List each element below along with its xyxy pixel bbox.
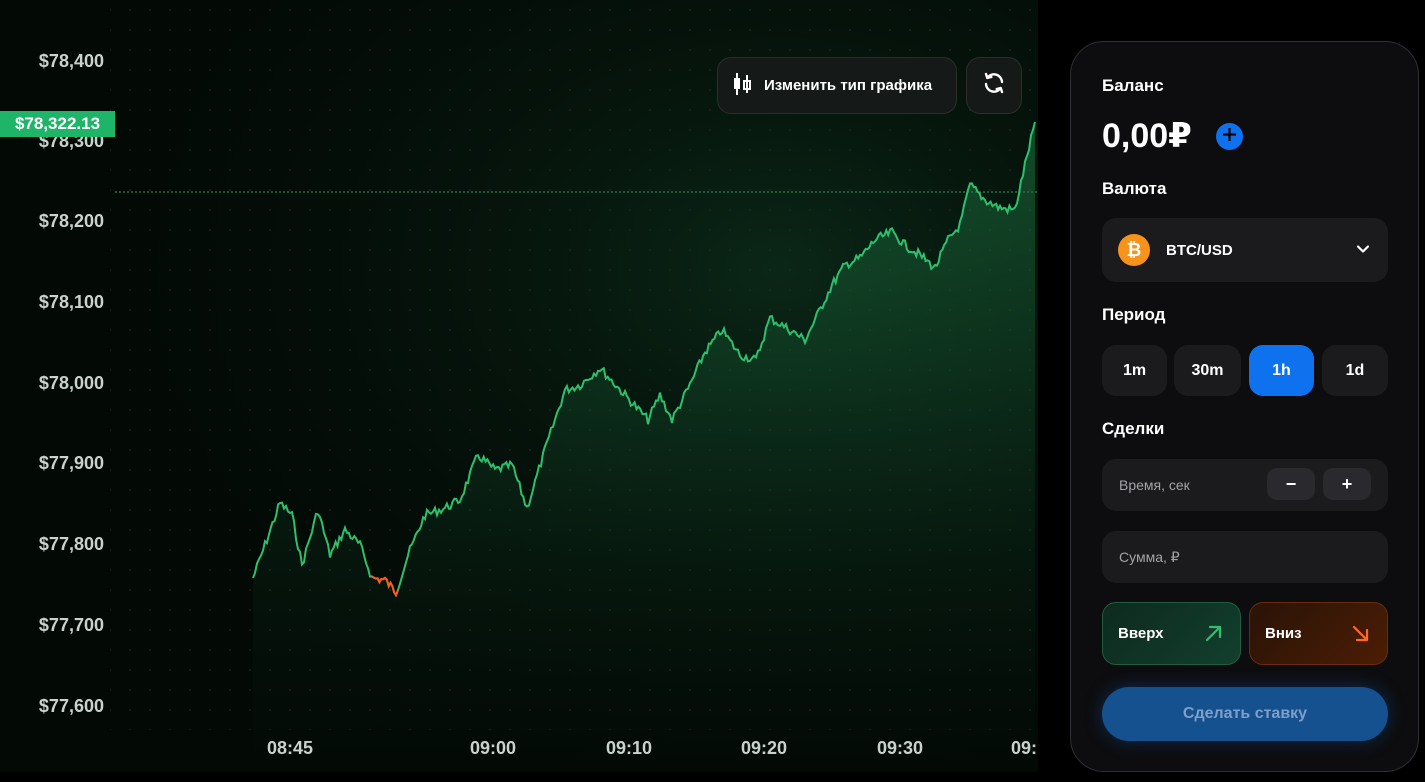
bet-down-label: Вниз bbox=[1265, 625, 1302, 642]
period-label: Период bbox=[1102, 305, 1166, 324]
y-axis-label: $78,100 bbox=[38, 292, 104, 312]
time-field-placeholder: Время, сек bbox=[1119, 477, 1190, 493]
x-axis-label: 09:30 bbox=[876, 738, 924, 758]
period-1m-button[interactable]: 1m bbox=[1102, 345, 1167, 396]
deals-label: Сделки bbox=[1102, 419, 1165, 438]
balance-label: Баланс bbox=[1102, 76, 1164, 95]
y-axis-label: $78,200 bbox=[38, 211, 104, 231]
x-axis-label: 09: bbox=[1010, 738, 1038, 758]
price-line-down-segment bbox=[371, 575, 399, 598]
change-chart-type-label: Изменить тип графика bbox=[764, 77, 933, 94]
time-field[interactable]: Время, сек − + bbox=[1102, 459, 1388, 511]
trade-panel: Баланс 0,00₽ Валюта ₿ BTC/USD Период 1m … bbox=[1070, 41, 1419, 772]
change-chart-type-button[interactable]: Изменить тип графика bbox=[717, 57, 957, 114]
x-axis-label: 09:20 bbox=[740, 738, 788, 758]
bitcoin-icon: ₿ bbox=[1118, 234, 1150, 266]
currency-select[interactable]: ₿ BTC/USD bbox=[1102, 218, 1388, 282]
currency-label: Валюта bbox=[1102, 179, 1167, 198]
x-axis-label: 08:45 bbox=[266, 738, 314, 758]
arrow-up-right-icon bbox=[1205, 625, 1222, 646]
arrow-down-right-icon bbox=[1352, 625, 1369, 646]
amount-field-placeholder: Сумма, ₽ bbox=[1119, 549, 1180, 565]
time-increase-button[interactable]: + bbox=[1323, 468, 1371, 500]
current-price-badge: $78,322.13 bbox=[0, 111, 115, 137]
currency-value: BTC/USD bbox=[1166, 241, 1233, 259]
bet-up-button[interactable]: Вверх bbox=[1102, 602, 1241, 665]
price-area-fill bbox=[253, 122, 1035, 772]
plus-icon bbox=[1222, 127, 1237, 147]
y-axis-label: $77,700 bbox=[38, 615, 104, 635]
time-decrease-button[interactable]: − bbox=[1267, 468, 1315, 500]
add-balance-button[interactable] bbox=[1216, 123, 1243, 150]
balance-value: 0,00₽ bbox=[1102, 117, 1192, 155]
y-axis-label: $77,900 bbox=[38, 453, 104, 473]
x-axis-label: 09:00 bbox=[469, 738, 517, 758]
y-axis-label: $77,800 bbox=[38, 534, 104, 554]
bet-down-button[interactable]: Вниз bbox=[1249, 602, 1388, 665]
amount-field[interactable]: Сумма, ₽ bbox=[1102, 531, 1388, 583]
x-axis-label: 09:10 bbox=[605, 738, 653, 758]
period-1h-button[interactable]: 1h bbox=[1249, 345, 1314, 396]
period-1d-button[interactable]: 1d bbox=[1322, 345, 1388, 396]
chevron-down-icon bbox=[1356, 242, 1370, 261]
candlestick-icon bbox=[732, 72, 752, 100]
y-axis-label: $78,000 bbox=[38, 373, 104, 393]
place-bet-button[interactable]: Сделать ставку bbox=[1102, 687, 1388, 741]
period-30m-button[interactable]: 30m bbox=[1174, 345, 1241, 396]
price-chart-canvas bbox=[0, 0, 1038, 772]
price-chart[interactable]: $78,400 $78,300 $78,200 $78,100 $78,000 … bbox=[0, 0, 1038, 772]
y-axis-label: $77,600 bbox=[38, 696, 104, 716]
y-axis-label: $78,400 bbox=[38, 51, 104, 71]
bet-up-label: Вверх bbox=[1118, 625, 1164, 642]
refresh-icon bbox=[982, 71, 1006, 100]
refresh-button[interactable] bbox=[966, 57, 1022, 114]
